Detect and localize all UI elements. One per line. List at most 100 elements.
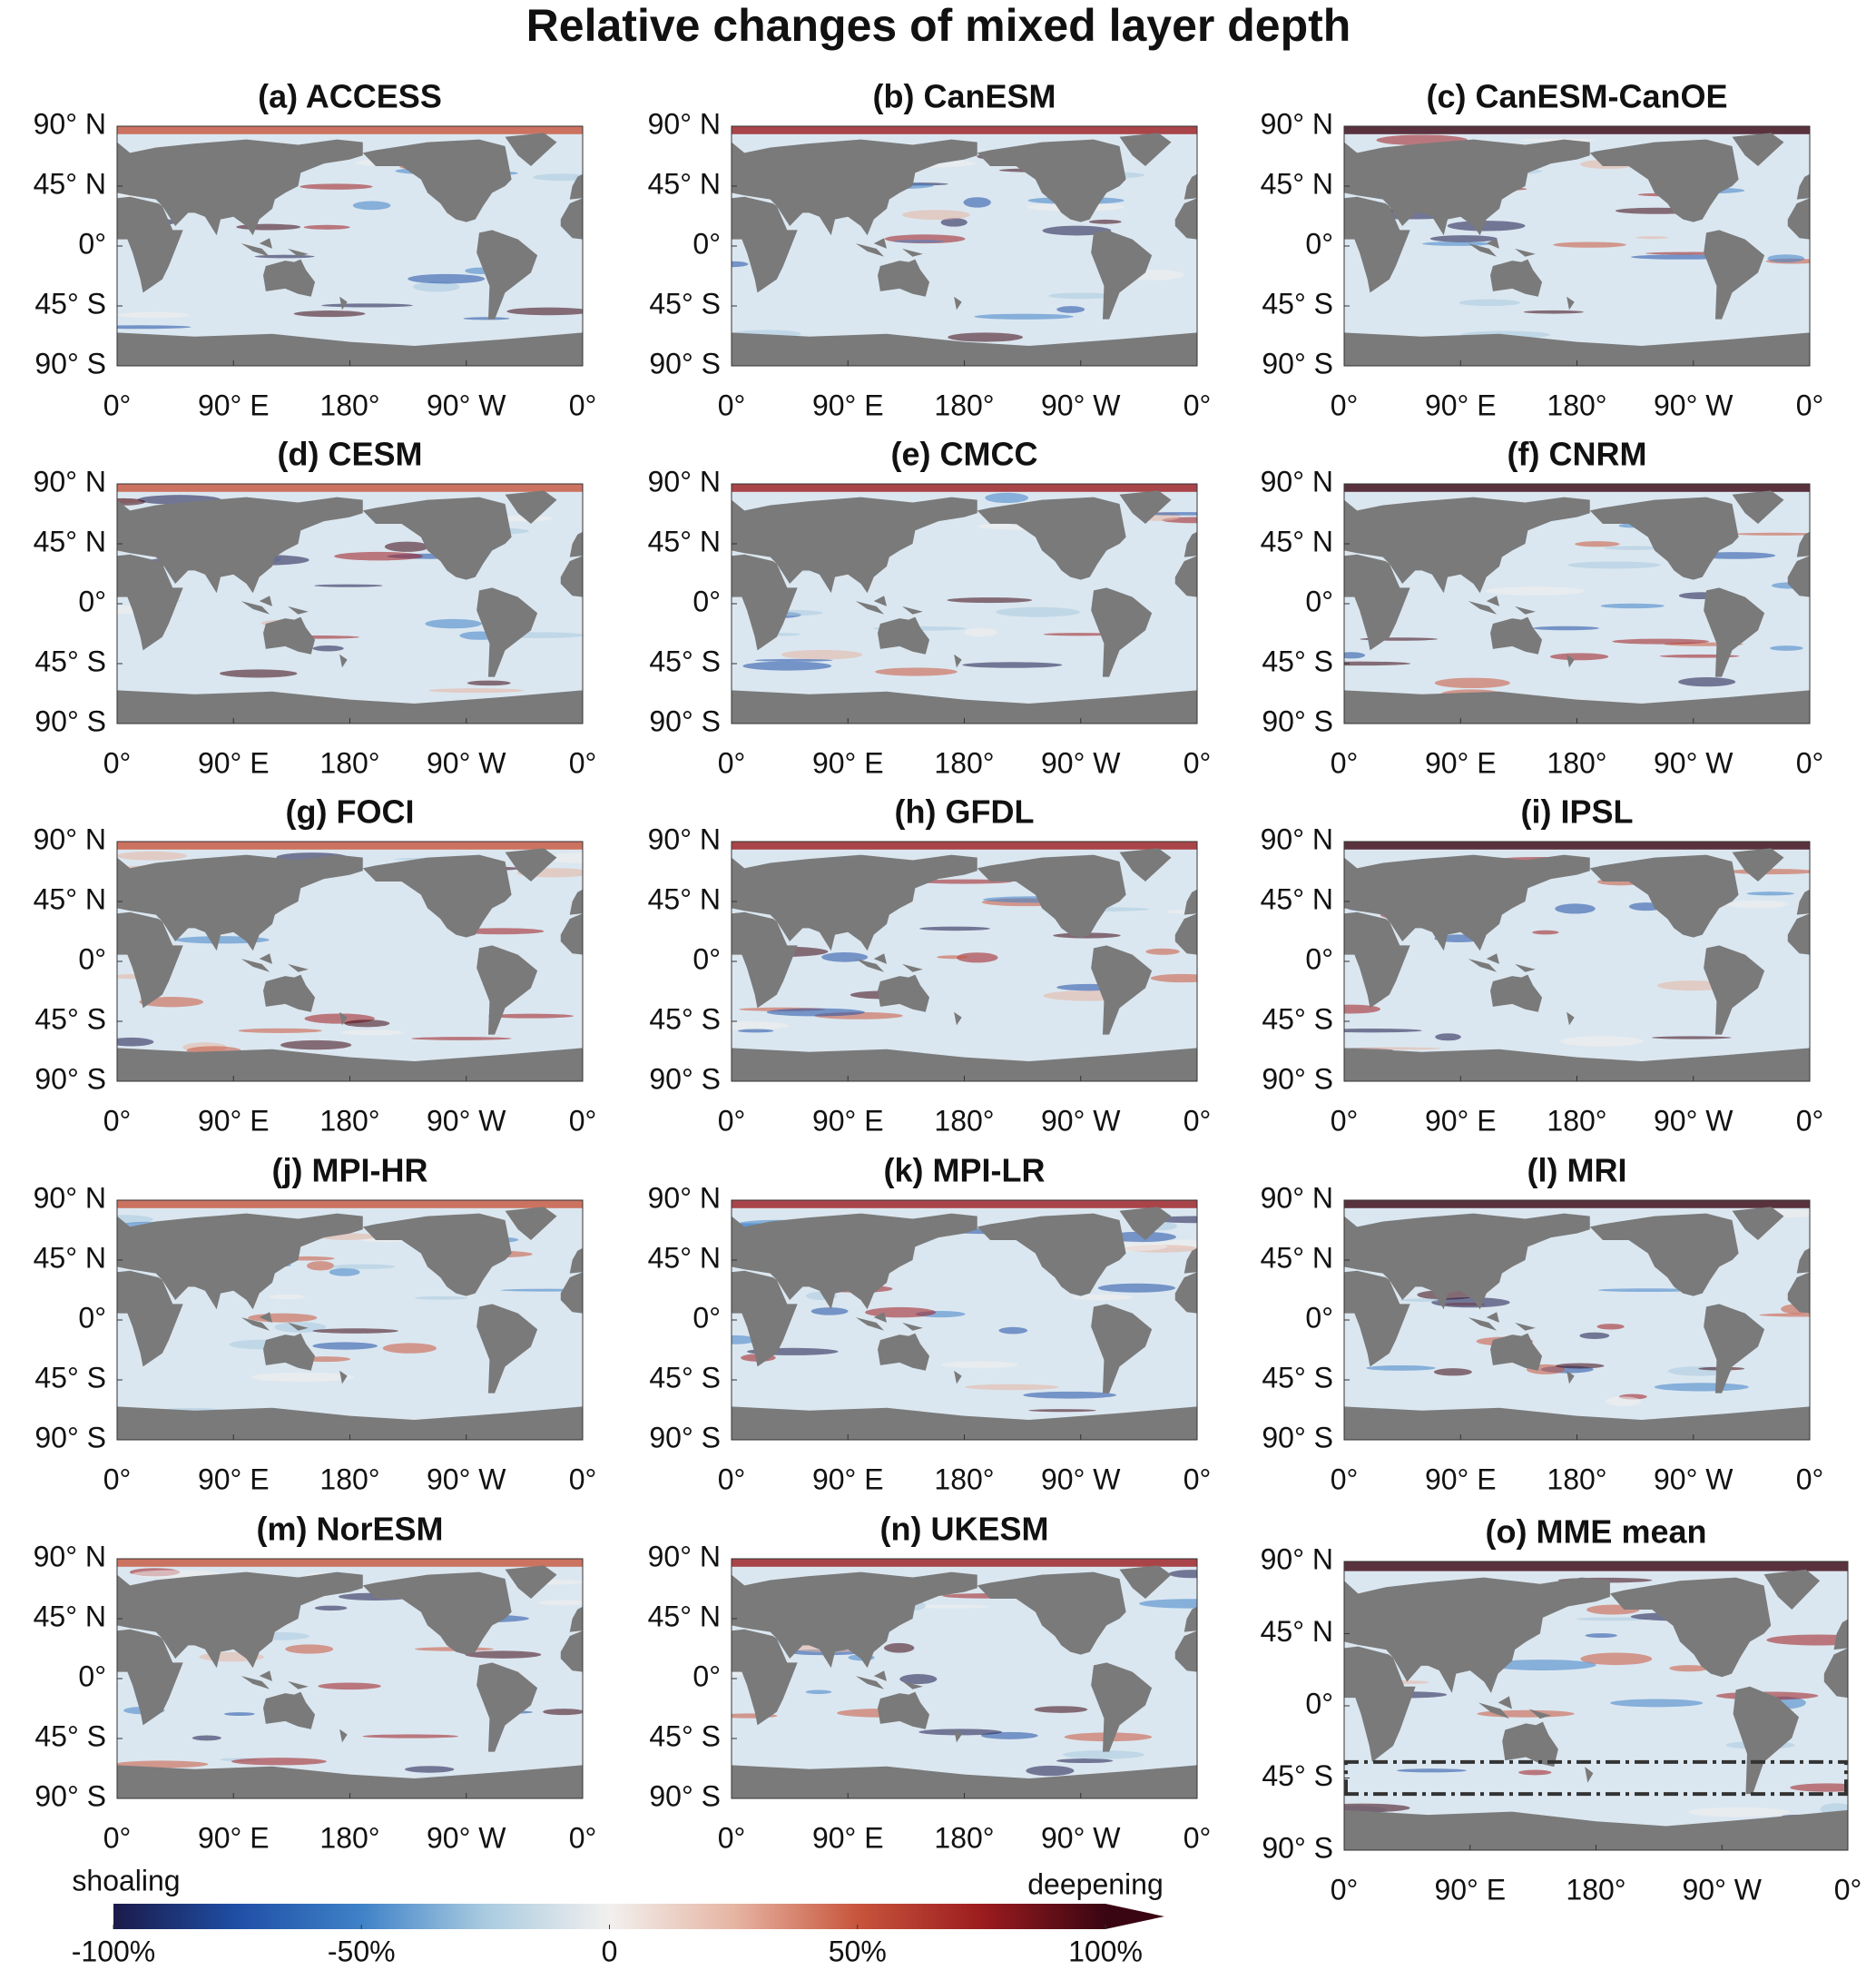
- ocean-pattern: [314, 1605, 348, 1611]
- map: [117, 126, 583, 366]
- ocean-pattern: [810, 1307, 849, 1315]
- x-tick-label: 90° E: [198, 746, 270, 779]
- x-tick-label: 180°: [319, 1821, 379, 1854]
- panel-title: (c) CanESM-CanOE: [1426, 78, 1727, 115]
- x-tick-label: 90° E: [1425, 389, 1497, 421]
- y-tick-label: 45° N: [1261, 1241, 1333, 1274]
- y-tick-label: 0°: [692, 227, 721, 260]
- x-tick-label: 180°: [319, 1463, 379, 1495]
- ocean-pattern: [1766, 1634, 1848, 1646]
- x-tick-label: 90° W: [427, 389, 506, 421]
- x-tick-label: 180°: [1547, 1104, 1606, 1137]
- ocean-pattern: [192, 1735, 221, 1741]
- y-tick-label: 45° S: [1262, 1759, 1333, 1792]
- ocean-pattern: [998, 1326, 1028, 1335]
- colorbar-label-high: deepening: [1027, 1867, 1163, 1900]
- ocean-pattern: [781, 649, 863, 660]
- ocean-pattern: [821, 952, 869, 962]
- y-tick-label: 90° S: [1262, 704, 1333, 737]
- ocean-pattern: [318, 1682, 381, 1690]
- panel-title: (k) MPI-LR: [884, 1152, 1046, 1189]
- y-tick-label: 45° N: [34, 1241, 106, 1274]
- ocean-pattern: [329, 1267, 360, 1276]
- ocean-pattern: [117, 325, 192, 330]
- arctic-band: [1344, 1200, 1810, 1208]
- ocean-pattern: [1549, 653, 1609, 661]
- arctic-band: [732, 1200, 1197, 1208]
- x-tick-label: 0°: [103, 1463, 132, 1495]
- ocean-pattern: [805, 1689, 832, 1695]
- x-tick-label: 0°: [1184, 1821, 1212, 1854]
- ocean-pattern: [231, 1758, 327, 1766]
- ocean-pattern: [300, 183, 373, 190]
- x-tick-label: 0°: [1184, 1463, 1212, 1495]
- x-tick-label: 0°: [1796, 1104, 1824, 1137]
- ocean-pattern: [543, 1709, 583, 1716]
- x-tick-label: 90° E: [812, 1104, 884, 1137]
- ocean-pattern: [1434, 677, 1510, 689]
- ocean-pattern: [1606, 1396, 1642, 1406]
- x-tick-label: 90° E: [198, 1821, 270, 1854]
- arctic-band: [1344, 1561, 1848, 1571]
- ocean-pattern: [1596, 1324, 1625, 1330]
- ocean-pattern: [1088, 219, 1122, 224]
- ocean-pattern: [1604, 546, 1665, 550]
- ocean-pattern: [947, 597, 1033, 604]
- panel-title: (f) CNRM: [1508, 436, 1647, 473]
- ocean-pattern: [1560, 1036, 1644, 1047]
- ocean-pattern: [732, 261, 749, 268]
- x-tick-label: 90° E: [198, 1104, 270, 1137]
- x-tick-label: 90° E: [812, 746, 884, 779]
- colorbar-tick-label: -100%: [72, 1935, 156, 1967]
- y-tick-label: 45° N: [648, 1600, 721, 1632]
- ocean-pattern: [269, 1294, 305, 1300]
- ocean-pattern: [341, 1029, 404, 1036]
- ocean-pattern: [1485, 586, 1585, 596]
- map: [732, 1559, 1197, 1798]
- ocean-pattern: [1600, 603, 1665, 609]
- x-tick-label: 90° E: [1425, 1104, 1497, 1137]
- x-tick-label: 0°: [103, 1104, 132, 1137]
- ocean-pattern: [1612, 638, 1710, 645]
- y-tick-label: 45° N: [648, 167, 721, 200]
- y-tick-label: 90° S: [34, 347, 106, 379]
- ocean-pattern: [487, 1013, 575, 1019]
- ocean-pattern: [382, 1343, 437, 1354]
- x-tick-label: 180°: [934, 389, 994, 421]
- ocean-pattern: [1746, 891, 1795, 896]
- x-tick-label: 180°: [1547, 1463, 1606, 1495]
- ocean-pattern: [1678, 677, 1736, 687]
- ocean-pattern: [754, 658, 833, 662]
- y-tick-label: 0°: [692, 1301, 721, 1334]
- ocean-pattern: [1344, 661, 1411, 666]
- map: [117, 484, 583, 724]
- ocean-pattern: [1597, 1288, 1697, 1293]
- arctic-band: [117, 1559, 583, 1567]
- ocean-pattern: [1366, 1364, 1436, 1371]
- y-tick-label: 90° N: [648, 107, 721, 140]
- x-tick-label: 0°: [718, 746, 746, 779]
- ocean-pattern: [1344, 1029, 1422, 1033]
- ocean-pattern: [117, 851, 188, 861]
- ocean-pattern: [293, 310, 366, 318]
- y-tick-label: 0°: [692, 942, 721, 975]
- x-tick-label: 90° W: [1654, 389, 1734, 421]
- ocean-pattern: [1580, 1652, 1653, 1666]
- x-tick-label: 90° W: [1041, 1104, 1121, 1137]
- ocean-pattern: [306, 1261, 335, 1271]
- y-tick-label: 90° S: [649, 1421, 721, 1453]
- y-tick-label: 45° S: [34, 1719, 106, 1752]
- ocean-pattern: [117, 1760, 209, 1768]
- ocean-pattern: [312, 1328, 398, 1334]
- ocean-pattern: [428, 688, 524, 694]
- ocean-pattern: [1344, 652, 1366, 659]
- x-tick-label: 90° E: [812, 1821, 884, 1854]
- ocean-pattern: [1585, 1633, 1617, 1639]
- y-tick-label: 90° N: [648, 822, 721, 855]
- panel-title: (e) CMCC: [891, 436, 1038, 473]
- y-tick-label: 90° N: [34, 465, 106, 497]
- x-tick-label: 0°: [569, 1104, 597, 1137]
- y-tick-label: 0°: [78, 585, 106, 617]
- x-tick-label: 0°: [103, 746, 132, 779]
